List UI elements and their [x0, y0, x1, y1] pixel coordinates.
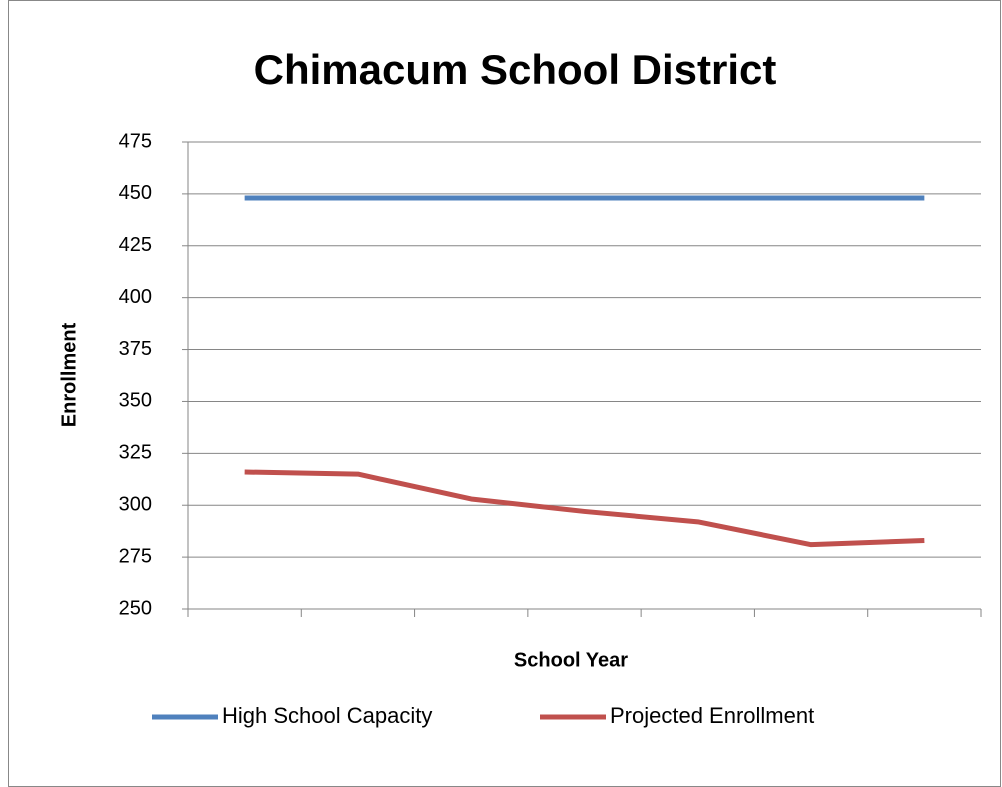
y-tick-label: 375 — [119, 338, 152, 360]
x-axis-title: School Year — [514, 649, 628, 671]
series-line — [244, 469, 925, 548]
y-tick-label: 275 — [119, 545, 152, 567]
y-tick-label: 250 — [119, 597, 152, 619]
y-tick-label: 300 — [119, 494, 152, 516]
legend-label: Projected Enrollment — [610, 703, 814, 728]
legend-label: High School Capacity — [222, 703, 432, 728]
y-tick-label: 325 — [119, 442, 152, 464]
y-tick-label: 450 — [119, 182, 152, 204]
y-tick-label: 350 — [119, 390, 152, 412]
y-tick-label: 475 — [119, 130, 152, 152]
y-axis-title: Enrollment — [58, 322, 80, 427]
chart-frame — [8, 0, 1001, 787]
chart-title: Chimacum School District — [254, 46, 777, 93]
y-tick-label: 400 — [119, 286, 152, 308]
y-tick-label: 425 — [119, 234, 152, 256]
